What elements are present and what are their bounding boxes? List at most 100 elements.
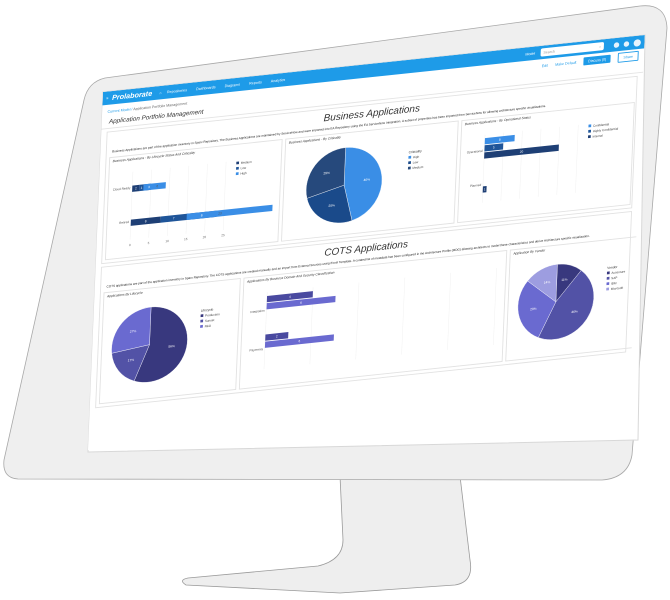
slice-label: 29% <box>530 307 537 312</box>
bar-segment <box>143 182 166 191</box>
notification-icon[interactable] <box>623 40 630 47</box>
legend-label: IBM <box>611 281 617 286</box>
legend-swatch <box>587 135 591 139</box>
chart-panel: Business Applications - By Lifecycle Sta… <box>104 139 283 261</box>
chart-panel: Application By Vendor 11% 46% 29% 14% Vendor A… <box>505 235 645 362</box>
legend-title: Lifecycle <box>201 307 214 312</box>
chart-panel: Business Applications - By Operational S… <box>457 101 635 224</box>
bar <box>265 332 289 341</box>
bar-value-label: 8 <box>201 213 203 217</box>
chart-lifecycle-criticality: 0 5 10 15 20 25 Cloud Ready 2 1 3 6 Retired 8 7 8 23 Med… <box>113 160 273 247</box>
x-tick-label: 0 <box>129 243 131 247</box>
bar-value-label: 3 <box>148 185 150 189</box>
nav-menu-reports[interactable]: Reports <box>249 79 262 86</box>
legend-label: Medium <box>412 165 423 170</box>
category-label: Cloud Ready <box>113 186 131 192</box>
category-label: Payments <box>249 347 263 352</box>
pie-slice <box>517 280 557 338</box>
avatar[interactable] <box>633 38 642 47</box>
bar-value-label: 5 <box>493 145 495 149</box>
legend-label: SAP <box>611 276 617 281</box>
grid-line <box>556 126 560 195</box>
nav-menu-repositories[interactable]: Repositories <box>166 87 188 95</box>
legend-label: Medium <box>241 160 252 165</box>
pie-slice <box>133 306 188 383</box>
legend-swatch <box>408 155 412 159</box>
legend-swatch <box>588 124 592 128</box>
pie-slice <box>538 270 594 340</box>
legend-label: Highly Confidential <box>593 127 619 134</box>
edit-button[interactable]: Edit <box>541 62 549 68</box>
legend-label: Low <box>241 166 248 171</box>
pie-slice <box>111 306 152 354</box>
bar-value-label: 2 <box>276 334 278 338</box>
grid-line <box>401 277 406 355</box>
settings-icon[interactable] <box>613 41 620 48</box>
bar-total-label: 6 <box>156 184 158 188</box>
legend-label: High <box>240 171 247 176</box>
bar-value-label: 1 <box>141 186 143 190</box>
bar-value-label: 2 <box>135 186 137 190</box>
nav-menu-analytics[interactable]: Analytics <box>270 77 286 84</box>
legend-label: Production <box>205 312 220 318</box>
legend-swatch <box>235 172 239 176</box>
legend-title: Criticality <box>409 149 423 154</box>
chart-domain-security: Integration 4 6 Payments 2 6 <box>249 267 497 370</box>
grid-line <box>223 161 227 230</box>
category-label: Operational <box>467 149 483 155</box>
slice-label: 14% <box>544 280 551 285</box>
legend-swatch <box>200 314 204 318</box>
category-label: Retired <box>119 220 129 225</box>
legend-swatch <box>408 161 411 165</box>
monitor-stand <box>182 475 472 594</box>
bar-value-label: 6 <box>300 301 302 305</box>
chart-panel: Business Applications - By Criticality 46… <box>281 120 459 242</box>
menu-icon[interactable]: ≡ <box>106 95 109 101</box>
business-applications-section: Business Applications Business Applicati… <box>101 75 638 265</box>
legend-title: Vendor <box>607 265 618 270</box>
make-default-button[interactable]: Make Default <box>555 59 577 67</box>
legend-swatch <box>407 166 411 170</box>
legend-swatch <box>606 271 610 275</box>
bar <box>264 334 334 348</box>
cots-applications-section: COTS Applications COTS applications are … <box>95 210 645 409</box>
chart-panel: Applications By Business Domain And Secu… <box>238 249 508 390</box>
legend-label: Internal <box>592 134 603 139</box>
bar-value-label: 8 <box>499 138 501 142</box>
bar-value-label: 20 <box>520 149 524 153</box>
legend-swatch <box>236 166 239 170</box>
bar <box>484 144 559 159</box>
grid-line <box>148 169 152 238</box>
legend-swatch <box>606 276 610 280</box>
pie-slice <box>527 264 558 303</box>
discuss-button[interactable]: Discuss (0) <box>583 54 612 66</box>
bar <box>266 291 313 303</box>
bar-value-label: 1 <box>484 187 486 191</box>
grid-line <box>167 167 171 236</box>
nav-menu-diagrams[interactable]: Diagrams <box>224 82 241 89</box>
category-label: Integration <box>250 309 265 315</box>
bar <box>484 134 515 145</box>
grid-line <box>493 267 497 345</box>
slice-label: 25% <box>328 203 335 208</box>
model-selector[interactable]: Model <box>525 50 536 57</box>
legend-label: Microsoft <box>611 286 624 291</box>
legend-swatch <box>200 319 204 323</box>
bar-total-label: 23 <box>218 211 222 215</box>
legend-swatch <box>606 287 610 291</box>
breadcrumb-home[interactable]: Current Model <box>107 106 131 114</box>
slice-label: 11% <box>561 277 568 282</box>
nav-menu-dashboards[interactable]: Dashboards <box>196 84 216 92</box>
share-button[interactable]: Share <box>617 50 639 63</box>
home-icon[interactable]: ⌂ <box>159 90 162 95</box>
slice-label: 46% <box>571 310 578 315</box>
bar-value-label: 8 <box>145 219 147 223</box>
bar-value-label: 7 <box>173 216 175 220</box>
grid-line <box>355 282 360 360</box>
grid-line <box>185 165 190 234</box>
grid-line <box>204 163 208 232</box>
legend-label: Low <box>413 160 420 165</box>
